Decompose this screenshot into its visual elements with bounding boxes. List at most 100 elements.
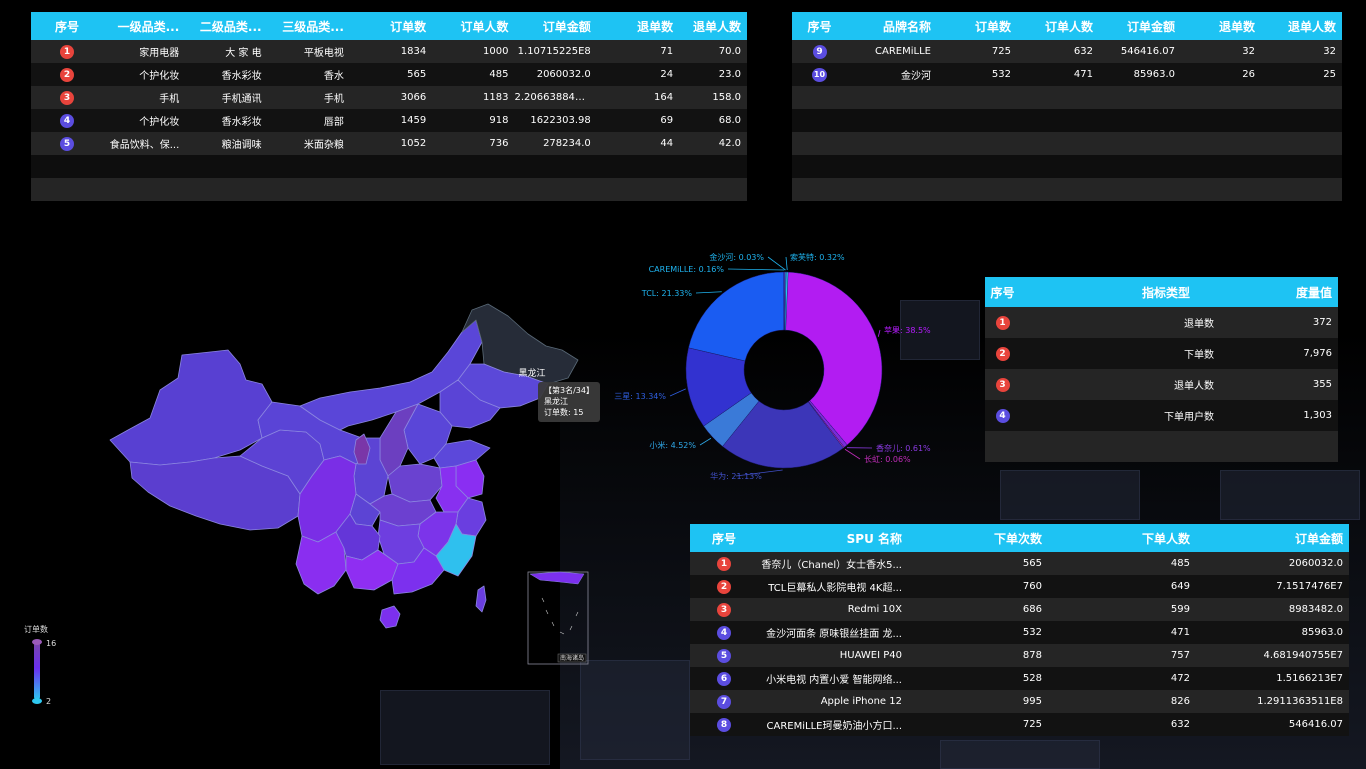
cell: 25 [1261,63,1342,86]
empty-row [792,86,1342,109]
col-header[interactable]: 订单金额 [514,12,597,40]
table-row[interactable]: 4 下单用户数 1,303 [985,400,1338,431]
table-row[interactable]: 1 家用电器 大 家 电 平板电视 1834 1000 1.10715225E8… [31,40,747,63]
rank-badge: 1 [995,315,1010,330]
cell: 565 [908,552,1048,575]
region-hainan[interactable] [379,605,401,629]
pie-leader-line [669,388,686,397]
col-header[interactable]: SPU 名称 [758,524,908,552]
region-guangdong[interactable] [391,547,445,595]
region-liaoning[interactable] [439,379,501,429]
table-row[interactable]: 3 退单人数 355 [985,369,1338,400]
visual-map-legend[interactable]: 订单数 16 2 [20,622,80,712]
region-xinjiang[interactable] [109,349,273,466]
col-header[interactable]: 品牌名称 [847,12,937,40]
cell: 米面杂粮 [267,132,350,155]
table-row[interactable]: 5 HUAWEI P40 878 757 4.681940755E7 [690,644,1349,667]
cell: 760 [908,575,1048,598]
legend-bar[interactable] [34,642,40,700]
col-header[interactable]: 下单人数 [1048,524,1196,552]
table-header: 序号 SPU 名称 下单次数 下单人数 订单金额 [690,524,1349,552]
col-header[interactable]: 订单人数 [1017,12,1099,40]
col-header[interactable]: 订单数 [937,12,1017,40]
col-header[interactable]: 序号 [31,12,103,40]
rank-badge: 1 [60,44,74,59]
table-row[interactable]: 4 个护化妆 香水彩妆 唇部 1459 918 1622303.98 69 68… [31,109,747,132]
cell: 725 [937,40,1017,63]
col-header[interactable]: 二级品类... [185,12,268,40]
rank-badge: 6 [717,671,731,686]
col-header[interactable]: 退单数 [596,12,680,40]
table-row[interactable]: 2 TCL巨幕私人影院电视 4K超... 760 649 7.1517476E7 [690,575,1349,598]
cell: 995 [908,690,1048,713]
legend-handle-top[interactable] [32,639,42,645]
pie-slice[interactable] [722,400,844,469]
cell: 下单数 [1020,338,1220,369]
pie-label: 香奈儿: 0.61% [876,443,931,453]
cell: 手机 [103,86,186,109]
col-header[interactable]: 序号 [690,524,758,552]
table-row[interactable]: 1 香奈儿（Chanel）女士香水5... 565 485 2060032.0 [690,552,1349,575]
rank-badge: 4 [995,408,1010,423]
col-header[interactable]: 退单人数 [1261,12,1342,40]
pie-label: 苹果: 38.5% [884,325,931,335]
pie-slice[interactable] [688,271,785,362]
col-header[interactable]: 一级品类... [103,12,186,40]
legend-handle-bottom[interactable] [32,698,42,704]
col-header[interactable]: 订单人数 [432,12,515,40]
table-row[interactable]: 5 食品饮料、保... 粮油调味 米面杂粮 1052 736 278234.0 … [31,132,747,155]
table-row[interactable]: 3 Redmi 10X 686 599 8983482.0 [690,598,1349,621]
table-header: 序号 一级品类... 二级品类... 三级品类... 订单数 订单人数 订单金额… [31,12,747,40]
cell: 23.0 [679,63,747,86]
col-header[interactable]: 订单金额 [1196,524,1349,552]
region-taiwan[interactable] [475,585,487,613]
cell: CAREMiLLE [847,40,937,63]
col-header[interactable]: 退单人数 [679,12,747,40]
col-header[interactable]: 订单金额 [1099,12,1181,40]
table-row[interactable]: 2 下单数 7,976 [985,338,1338,369]
brand-pie-chart: 苹果: 38.5% 香奈儿: 0.61%长虹: 0.06% 华为: 21.13% 小米… [614,252,931,481]
table-row[interactable]: 1 退单数 372 [985,307,1338,338]
pie-slice[interactable] [784,271,789,331]
table-header: 序号 品牌名称 订单数 订单人数 订单金额 退单数 退单人数 [792,12,1342,40]
cell: 7.1517476E7 [1196,575,1349,598]
region-guizhou[interactable] [335,513,381,561]
pie-slices [685,271,883,469]
col-header[interactable]: 退单数 [1181,12,1261,40]
region-yunnan[interactable] [295,531,347,595]
region-ningxia[interactable] [353,433,371,465]
col-header[interactable]: 指标类型 [1020,277,1220,307]
table-row[interactable]: 9 CAREMiLLE 725 632 546416.07 32 32 [792,40,1342,63]
col-header[interactable]: 序号 [792,12,847,40]
cell: 32 [1181,40,1261,63]
cell: 71 [596,40,680,63]
rank-badge: 3 [717,602,731,617]
table-row[interactable]: 10 金沙河 532 471 85963.0 26 25 [792,63,1342,86]
empty-row [792,132,1342,155]
col-header[interactable]: 三级品类... [267,12,350,40]
table-header: 序号 指标类型 度量值 [985,277,1338,307]
table-row[interactable]: 8 CAREMiLLE珂曼奶油小方口... 725 632 546416.07 [690,713,1349,736]
cell: 472 [1048,667,1196,690]
region-neimenggu[interactable] [299,319,483,431]
col-header[interactable]: 度量值 [1220,277,1338,307]
empty-row [31,178,747,201]
table-row[interactable]: 3 手机 手机通讯 手机 3066 1183 2.206638846... 16… [31,86,747,109]
col-header[interactable]: 下单次数 [908,524,1048,552]
region-guangxi[interactable] [345,549,399,591]
rank-badge: 5 [60,136,74,151]
pie-leader-line [727,268,785,271]
pie-slice[interactable] [784,271,883,446]
col-header[interactable]: 订单数 [349,12,433,40]
col-header[interactable]: 序号 [985,277,1020,307]
table-row[interactable]: 2 个护化妆 香水彩妆 香水 565 485 2060032.0 24 23.0 [31,63,747,86]
cell: 355 [1220,369,1338,400]
table-row[interactable]: 6 小米电视 内置小爱 智能网络... 528 472 1.5166213E7 [690,667,1349,690]
cell: 2.206638846... [514,86,597,109]
rank-badge: 5 [717,648,731,663]
region-heilongjiang[interactable] [461,303,579,385]
cell: 471 [1017,63,1099,86]
table-row[interactable]: 4 金沙河面条 原味银丝挂面 龙... 532 471 85963.0 [690,621,1349,644]
inset-label-box [557,653,587,663]
table-row[interactable]: 7 Apple iPhone 12 995 826 1.2911363511E8 [690,690,1349,713]
